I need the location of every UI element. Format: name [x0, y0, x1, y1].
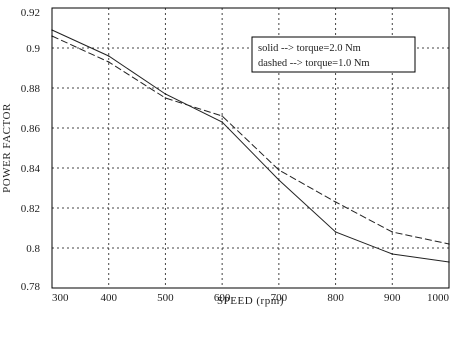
series-line-solid — [51, 29, 450, 263]
x-tick-label: 500 — [157, 292, 174, 304]
legend-entry-solid: solid --> torque=2.0 Nm — [258, 43, 361, 54]
data-point-dashed — [334, 201, 337, 203]
x-axis-label: SPEED (rpm) — [217, 295, 284, 307]
x-tick-label: 400 — [100, 292, 117, 304]
data-point-solid — [164, 93, 167, 95]
y-tick-label: 0.88 — [21, 83, 41, 95]
x-tick-label: 900 — [384, 292, 401, 304]
y-tick-label: 0.82 — [21, 203, 40, 215]
y-tick-label: 0.92 — [21, 7, 40, 19]
data-point-dashed — [278, 169, 280, 171]
y-tick-label: 0.8 — [26, 243, 40, 255]
x-tick-label: 600 — [214, 292, 231, 304]
plot-area-frame — [51, 7, 450, 289]
series-line-dashed — [51, 35, 450, 245]
data-point-solid — [107, 55, 110, 57]
y-tick-label: 0.9 — [26, 43, 40, 55]
legend-box — [251, 36, 416, 73]
legend-entry-dashed: dashed --> torque=1.0 Nm — [258, 58, 370, 69]
x-tick-label: 800 — [327, 292, 344, 304]
x-tick-label: 1000 — [427, 292, 450, 304]
x-tick-label: 700 — [271, 292, 288, 304]
data-point-solid — [278, 179, 280, 181]
data-point-dashed — [391, 231, 394, 233]
legend: solid --> torque=2.0 Nm dashed --> torqu… — [251, 36, 416, 73]
data-point-solid — [391, 253, 394, 255]
data-point-solid — [334, 231, 337, 233]
y-tick-label: 0.86 — [21, 123, 41, 135]
data-point-dashed — [164, 97, 167, 99]
data-point-dashed — [107, 61, 110, 63]
data-point-solid — [221, 121, 223, 123]
y-tick-label: 0.84 — [21, 163, 41, 175]
y-tick-label: 0.78 — [21, 281, 41, 293]
y-axis-label: POWER FACTOR — [1, 103, 13, 193]
x-axis-tick-labels: 300 400 500 600 700 800 900 1000 — [52, 292, 450, 304]
x-tick-label: 300 — [52, 292, 69, 304]
data-point-dashed — [221, 115, 223, 117]
y-axis-tick-labels: 0.92 0.9 0.88 0.86 0.84 0.82 0.8 0.78 — [21, 7, 41, 293]
